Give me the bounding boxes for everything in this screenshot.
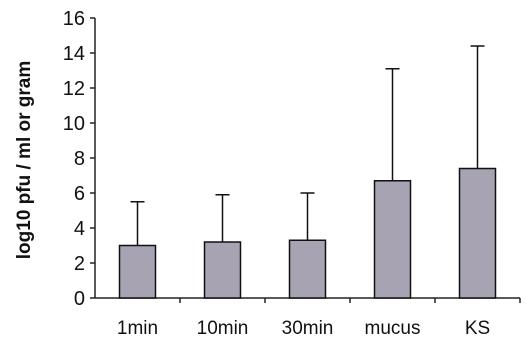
bar-mucus (373, 180, 412, 299)
axes (90, 17, 521, 303)
y-tick-label: 12 (63, 78, 85, 100)
x-tick-label: KS (465, 318, 490, 339)
y-tick-label: 0 (74, 288, 85, 310)
y-tick-label: 16 (63, 8, 85, 30)
y-tick-label: 14 (63, 43, 85, 65)
y-tick-label: 8 (74, 148, 85, 170)
x-tick-label: 10min (197, 318, 249, 339)
bars (118, 45, 497, 299)
y-tick-label: 10 (63, 113, 85, 135)
x-tick-label: 1min (117, 318, 158, 339)
x-tick-label: mucus (365, 318, 421, 339)
y-tick-label: 4 (74, 218, 85, 240)
y-tick-label: 6 (74, 183, 85, 205)
bar-1min (118, 244, 157, 299)
y-axis-title: log10 pfu / ml or gram (14, 61, 35, 259)
bar-30min (288, 239, 327, 299)
bar-ks (458, 167, 497, 299)
labels: 0 2 4 6 8 10 12 14 16 1min 10min 30min mucus KS (63, 8, 490, 339)
bar-10min (203, 241, 242, 299)
y-tick-label: 2 (74, 253, 85, 275)
x-tick-label: 30min (282, 318, 334, 339)
